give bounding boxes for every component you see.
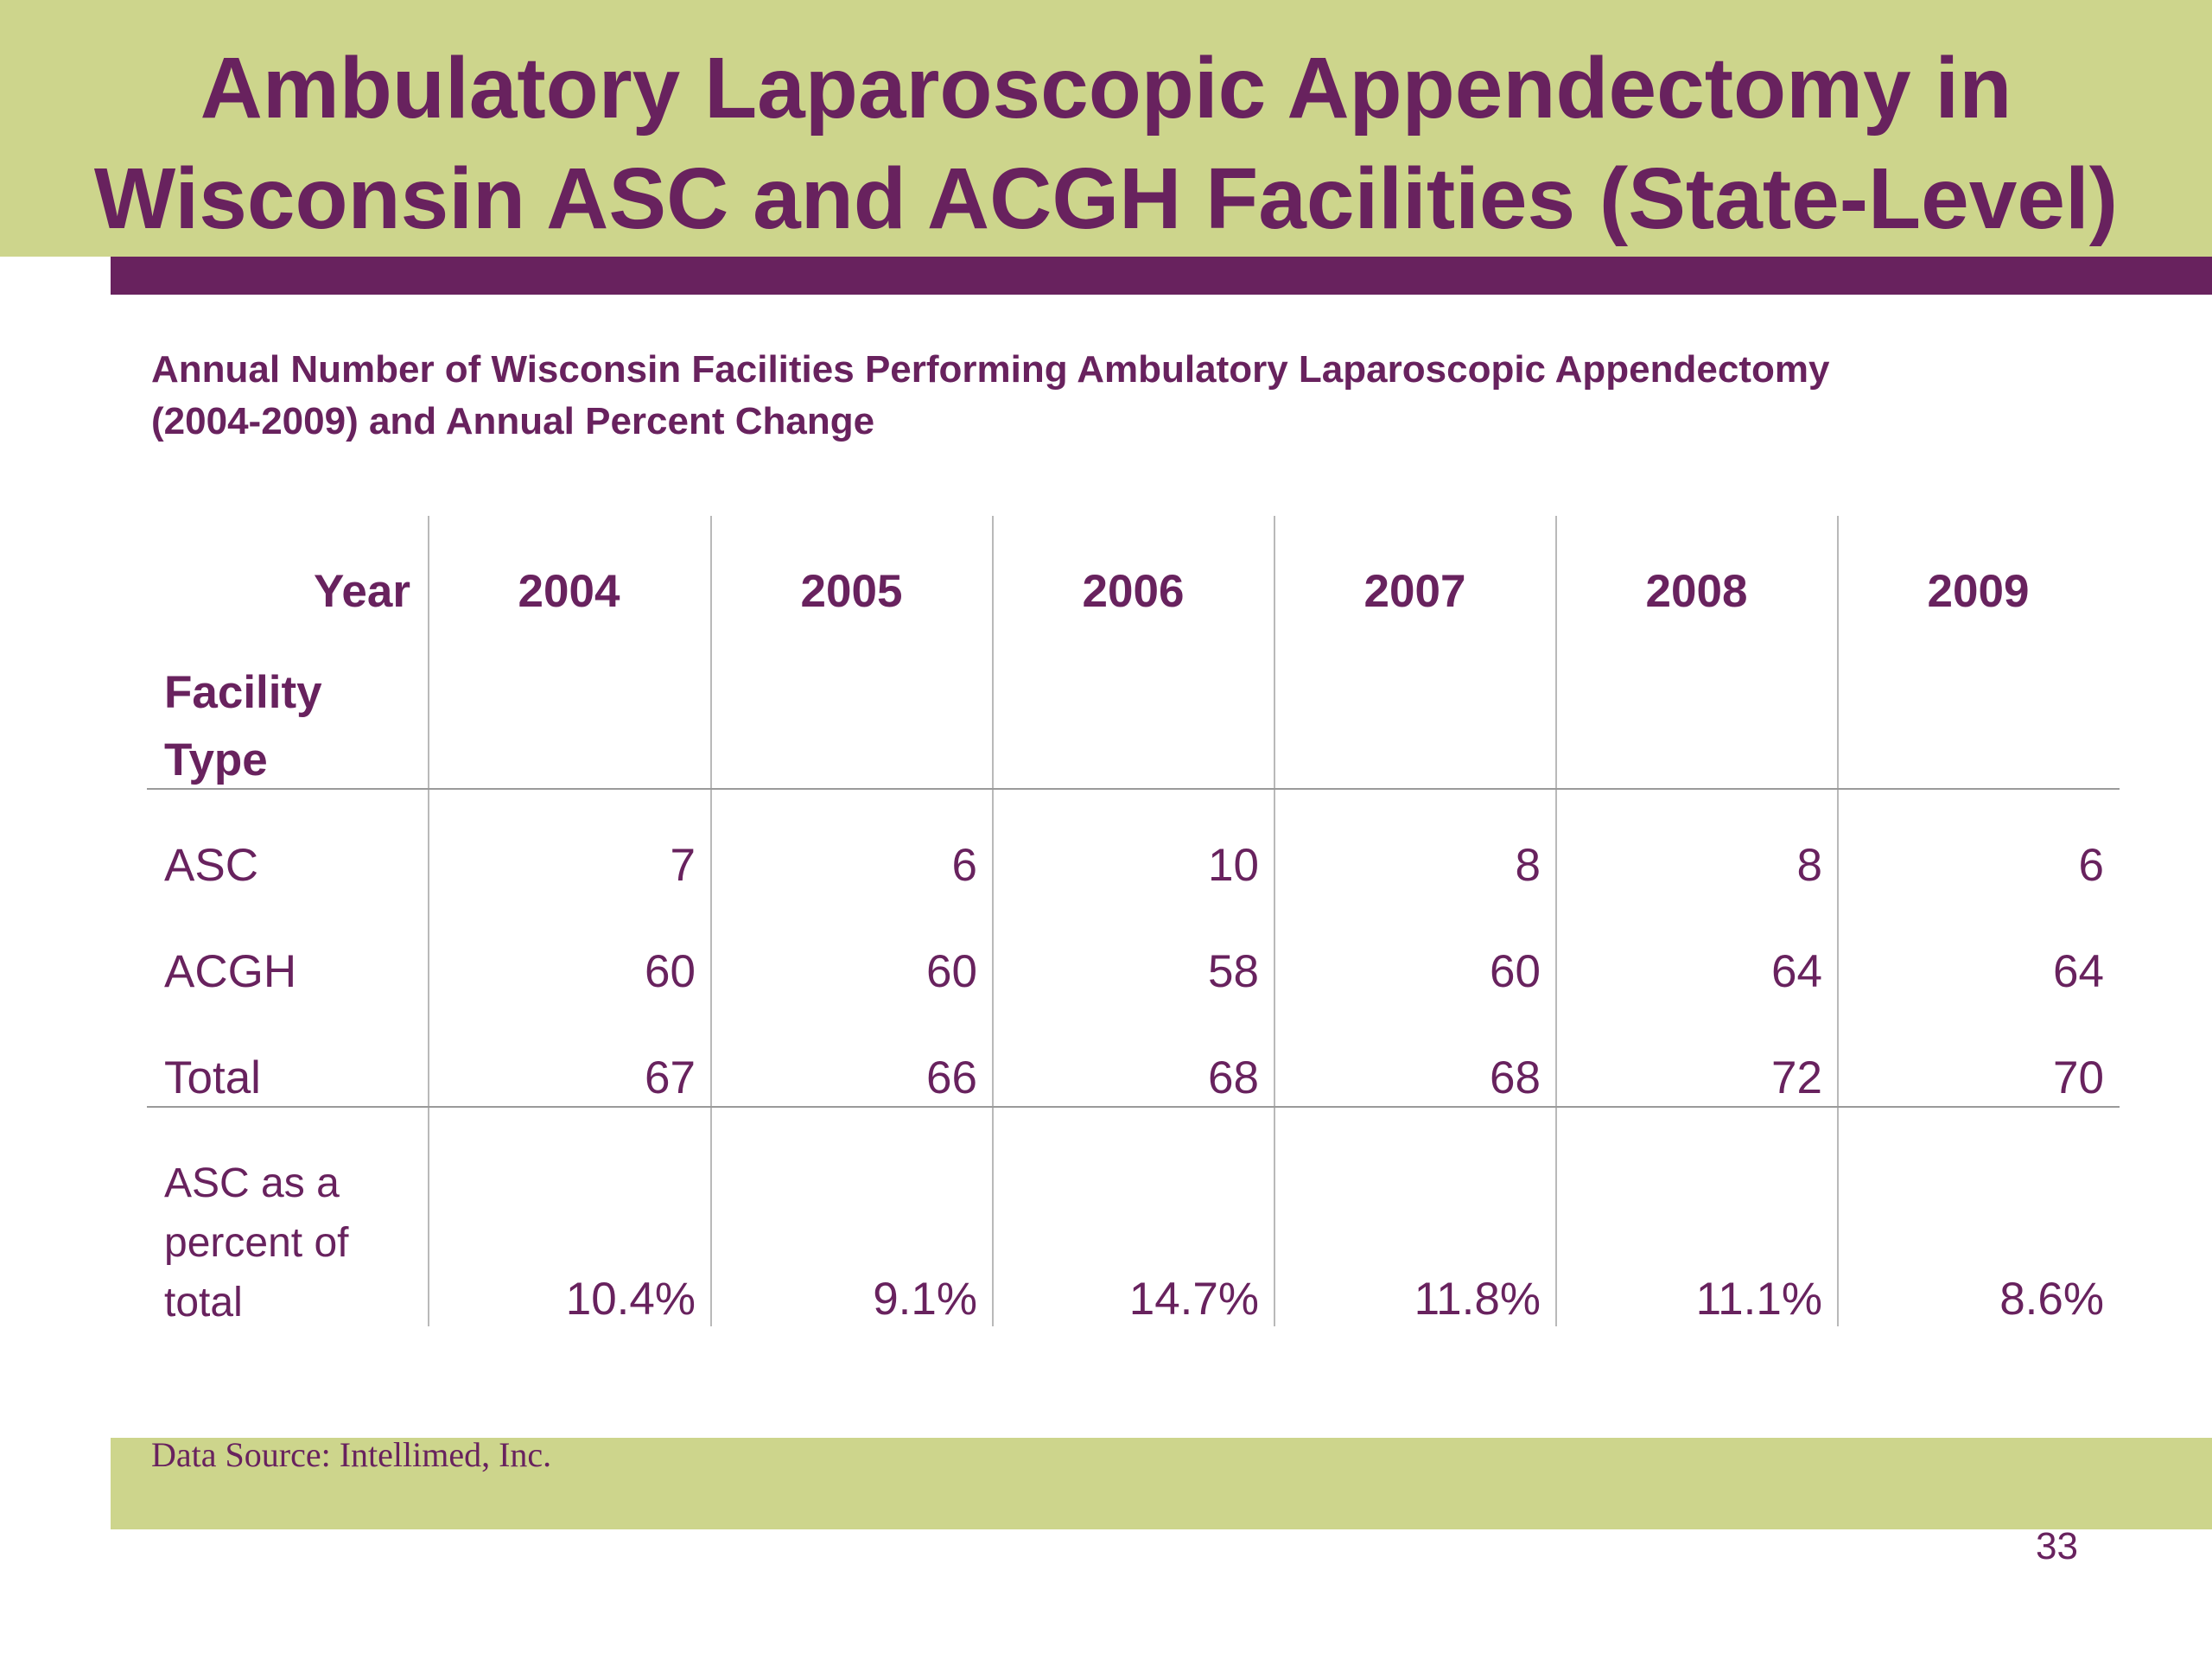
title-line-2: Wisconsin ASC and ACGH Facilities (State… xyxy=(93,150,2119,247)
table-cell: 72 xyxy=(1771,1052,1822,1103)
title-divider-bar xyxy=(111,257,2212,295)
header-rule xyxy=(147,788,2120,790)
table-cell: 9.1% xyxy=(873,1274,977,1325)
year-header: Year xyxy=(313,566,410,617)
table-caption: Annual Number of Wisconsin Facilities Pe… xyxy=(151,344,2139,448)
row-label-acgh: ACGH xyxy=(164,946,297,997)
table-cell: 66 xyxy=(926,1052,977,1103)
table-cell: 70 xyxy=(2053,1052,2104,1103)
table-cell: 68 xyxy=(1490,1052,1541,1103)
column-divider xyxy=(1837,516,1839,1326)
slide-title: Ambulatory Laparoscopic Appendectomy in … xyxy=(0,33,2212,254)
table-cell: 60 xyxy=(1490,946,1541,997)
title-line-1: Ambulatory Laparoscopic Appendectomy in xyxy=(200,40,2012,137)
table-cell: 7 xyxy=(670,840,696,891)
table-cell: 8 xyxy=(1515,840,1541,891)
table-cell: 60 xyxy=(926,946,977,997)
table-cell: 60 xyxy=(645,946,696,997)
table-cell: 14.7% xyxy=(1128,1274,1259,1325)
year-header-2007: 2007 xyxy=(1363,566,1466,617)
table-cell: 10.4% xyxy=(565,1274,696,1325)
table-cell: 8.6% xyxy=(1999,1274,2104,1325)
column-divider xyxy=(1555,516,1557,1326)
column-divider xyxy=(1274,516,1275,1326)
column-divider xyxy=(710,516,712,1326)
table-cell: 64 xyxy=(2053,946,2104,997)
percent-row-label-line-1: ASC as a xyxy=(164,1160,340,1206)
total-rule xyxy=(147,1106,2120,1108)
table-cell: 68 xyxy=(1208,1052,1259,1103)
table-cell: 64 xyxy=(1771,946,1822,997)
column-divider xyxy=(428,516,429,1326)
facility-type-header-line-1: Facility xyxy=(164,667,322,718)
table-cell: 11.8% xyxy=(1414,1274,1541,1325)
table-cell: 11.1% xyxy=(1695,1274,1822,1325)
year-header-2006: 2006 xyxy=(1082,566,1185,617)
facility-type-header-line-2: Type xyxy=(164,734,268,785)
percent-row-label-line-3: total xyxy=(164,1280,243,1325)
table-cell: 6 xyxy=(951,840,977,891)
table-cell: 10 xyxy=(1208,840,1259,891)
year-header-2009: 2009 xyxy=(1927,566,2030,617)
percent-row-label-line-2: percent of xyxy=(164,1220,349,1266)
year-header-2008: 2008 xyxy=(1645,566,1748,617)
title-band xyxy=(0,0,2212,257)
table-cell: 6 xyxy=(2078,840,2104,891)
row-label-total: Total xyxy=(164,1052,261,1103)
table-cell: 8 xyxy=(1796,840,1822,891)
caption-line-2: (2004-2009) and Annual Percent Change xyxy=(151,400,875,442)
year-header-2004: 2004 xyxy=(518,566,620,617)
caption-line-1: Annual Number of Wisconsin Facilities Pe… xyxy=(151,348,1830,391)
page-number: 33 xyxy=(2036,1525,2078,1567)
column-divider xyxy=(992,516,994,1326)
data-source: Data Source: Intellimed, Inc. xyxy=(151,1435,552,1474)
table-cell: 58 xyxy=(1208,946,1259,997)
row-label-asc: ASC xyxy=(164,840,258,891)
table-cell: 67 xyxy=(645,1052,696,1103)
year-header-2005: 2005 xyxy=(800,566,903,617)
footer-band xyxy=(111,1438,2212,1529)
